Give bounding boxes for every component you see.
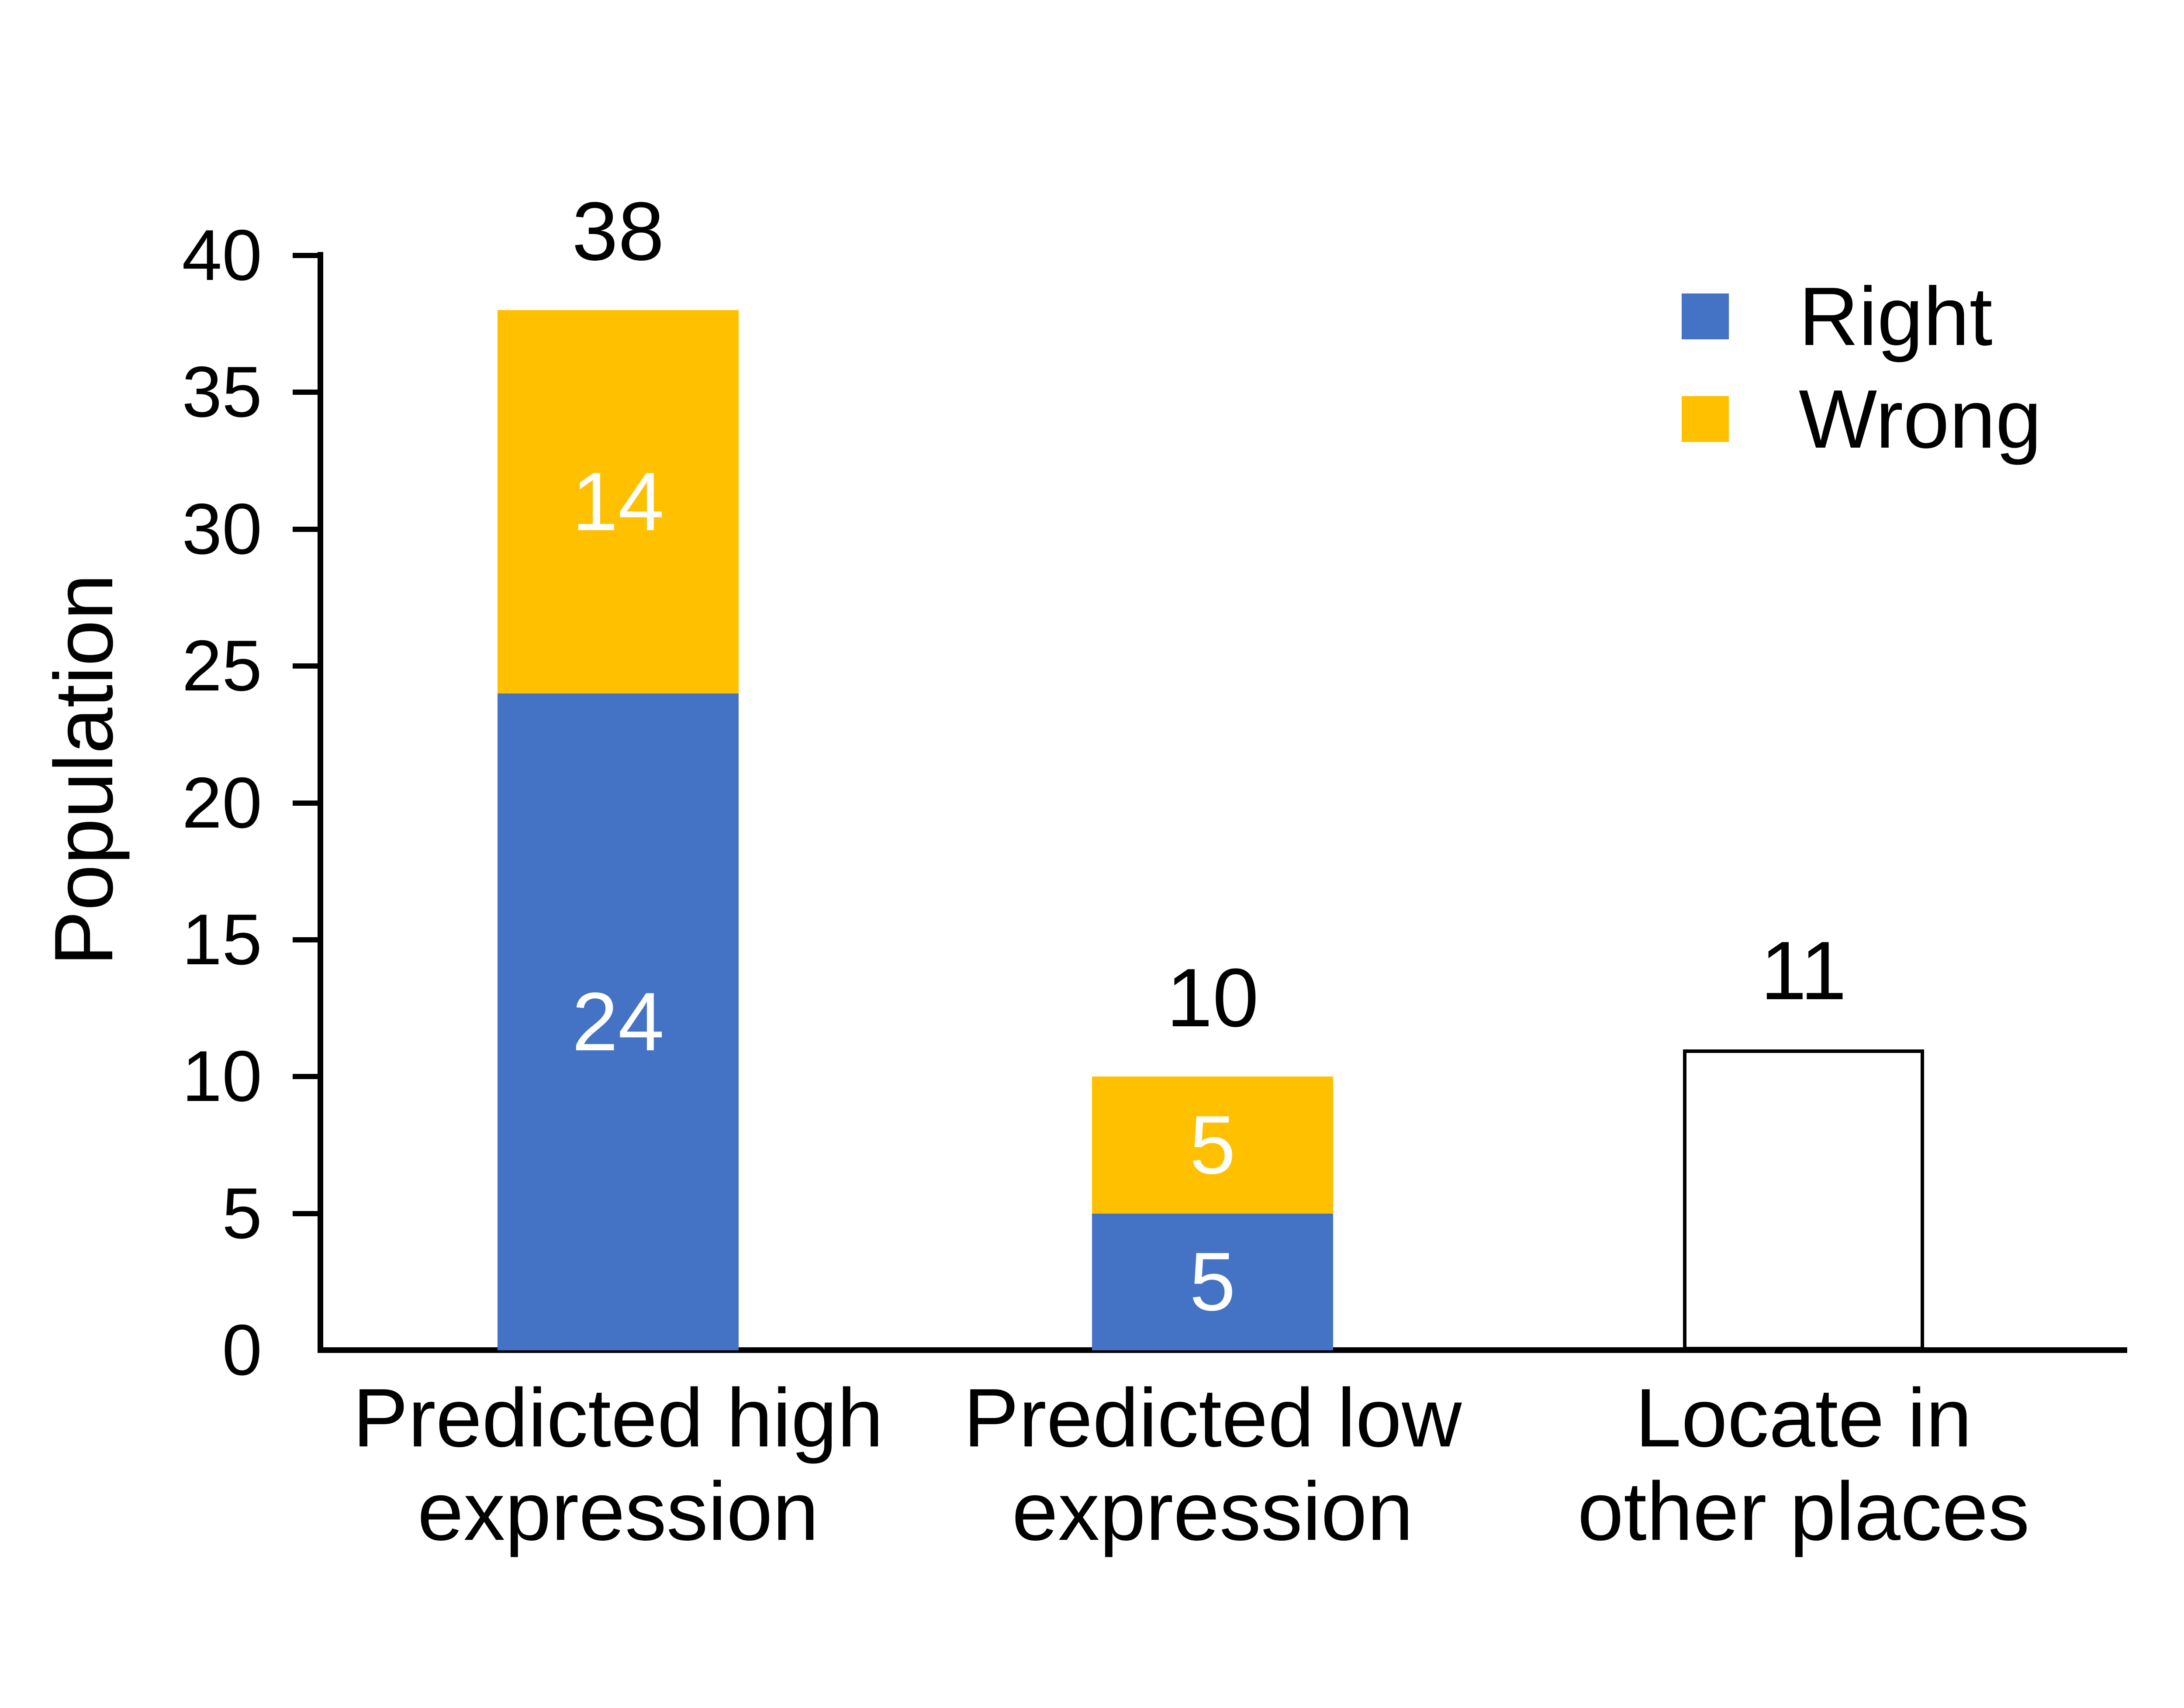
bar-segment-right bbox=[1092, 1213, 1333, 1350]
x-axis-category-label: Predicted low expression bbox=[963, 1372, 1462, 1558]
bar-segment-plain bbox=[1683, 1049, 1924, 1350]
bar-segment-right bbox=[498, 693, 739, 1350]
y-axis-tick bbox=[293, 800, 318, 806]
y-axis-tick-label: 35 bbox=[182, 352, 262, 432]
y-axis-tick-label: 15 bbox=[182, 899, 262, 980]
y-axis-tick-label: 5 bbox=[222, 1173, 262, 1253]
x-axis-category-label: Predicted high expression bbox=[352, 1372, 884, 1558]
bar-segment-value-label: 5 bbox=[1189, 1098, 1236, 1191]
y-axis-tick-label: 0 bbox=[222, 1310, 262, 1390]
bar-total-label: 38 bbox=[572, 185, 664, 278]
y-axis-tick bbox=[293, 663, 318, 669]
legend-label-right: Right bbox=[1799, 270, 1993, 363]
y-axis-tick bbox=[293, 526, 318, 532]
legend: Right Wrong bbox=[1682, 275, 2042, 499]
legend-swatch-wrong bbox=[1682, 396, 1729, 442]
y-axis-tick bbox=[293, 253, 318, 258]
legend-label-wrong: Wrong bbox=[1799, 373, 2042, 466]
legend-swatch-right bbox=[1682, 293, 1729, 339]
bar-segment-wrong bbox=[498, 310, 739, 694]
y-axis-tick bbox=[293, 1211, 318, 1216]
y-axis-tick bbox=[293, 937, 318, 942]
y-axis-tick-label: 25 bbox=[182, 625, 262, 706]
y-axis-tick-label: 30 bbox=[182, 488, 262, 569]
bar-total-label: 10 bbox=[1166, 952, 1259, 1045]
bar-segment-wrong bbox=[1092, 1077, 1333, 1214]
legend-item-wrong: Wrong bbox=[1682, 378, 2042, 461]
legend-item-right: Right bbox=[1682, 275, 2042, 358]
bar-segment-value-label: 5 bbox=[1189, 1235, 1236, 1328]
y-axis-tick-label: 40 bbox=[182, 215, 262, 295]
y-axis-line bbox=[318, 252, 323, 1353]
bar-segment-value-label: 24 bbox=[572, 975, 664, 1068]
y-axis-tick-label: 10 bbox=[182, 1036, 262, 1117]
y-axis-tick bbox=[293, 390, 318, 395]
bar-segment-value-label: 14 bbox=[572, 455, 664, 549]
y-axis-tick-label: 20 bbox=[182, 762, 262, 843]
x-axis-category-label: Locate in other places bbox=[1577, 1372, 2030, 1558]
bar-total-label: 11 bbox=[1760, 924, 1847, 1017]
y-axis-tick bbox=[293, 1074, 318, 1080]
